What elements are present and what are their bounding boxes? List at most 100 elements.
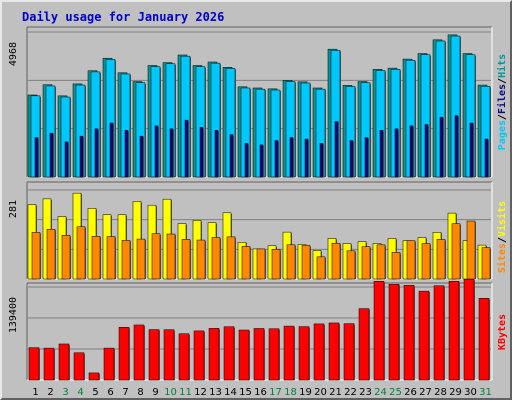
pages-bar	[169, 128, 174, 178]
sites-bar	[226, 236, 236, 280]
sites-bar	[346, 250, 356, 280]
sites-bar	[106, 236, 116, 280]
kbytes-bar	[178, 333, 190, 381]
pages-bar	[334, 121, 339, 178]
pages-bar	[124, 130, 129, 178]
kbytes-bar	[193, 330, 205, 381]
sites-bar	[271, 248, 281, 280]
pages-bar	[214, 130, 219, 178]
day-label: 21	[329, 387, 342, 398]
day-axis-labels: 1 2 3 4 5 6 7 8 9 10 11 12 13 14 15 16 17 18 19 20 21 22 23 24 2…	[32, 387, 492, 398]
pages-bar	[394, 128, 399, 178]
sites-bar	[181, 239, 191, 280]
pages-bar	[34, 137, 39, 178]
day-label: 17	[269, 387, 282, 398]
sites-bar	[421, 243, 431, 280]
sites-bar	[331, 242, 341, 280]
kbytes-bar	[373, 281, 385, 381]
pages-bar	[259, 144, 264, 178]
pages-bar	[49, 132, 54, 178]
kbytes-bar	[253, 328, 265, 381]
pages-bar	[319, 143, 324, 178]
kbytes-bar	[478, 298, 490, 381]
y-axis-max-label: 281	[8, 200, 19, 218]
kbytes-bar	[343, 323, 355, 381]
sites-bar	[391, 252, 401, 280]
day-label: 14	[224, 387, 237, 398]
legend-kbytes: KBytes	[497, 314, 508, 350]
pages-bar	[274, 140, 279, 178]
day-label: 22	[344, 387, 357, 398]
sites-bar	[406, 240, 416, 280]
sites-bar	[241, 246, 251, 280]
kbytes-bar	[73, 352, 85, 381]
kbytes-bar	[88, 372, 100, 381]
kbytes-bar	[58, 343, 70, 381]
hits-files-pages-panel: 4968 Pages/Files/Hits	[8, 26, 508, 178]
kbytes-bar	[403, 285, 415, 381]
day-label: 18	[284, 387, 297, 398]
kbytes-bar	[328, 322, 340, 381]
day-label: 4	[77, 387, 83, 398]
kbytes-bar	[208, 328, 220, 381]
day-label: 7	[122, 387, 128, 398]
kbytes-bar	[163, 329, 175, 381]
pages-bar	[439, 116, 444, 178]
day-label: 1	[32, 387, 38, 398]
sites-bar	[151, 233, 161, 280]
sites-bar	[31, 232, 41, 280]
day-label: 11	[179, 387, 192, 398]
day-label: 31	[479, 387, 492, 398]
kbytes-bar	[418, 290, 430, 381]
kbytes-bar	[28, 347, 40, 381]
sites-bar	[481, 247, 491, 280]
series-legend: Pages/Files/Hits	[496, 54, 508, 150]
kbytes-bar	[118, 327, 130, 381]
pages-bar	[199, 127, 204, 178]
legend-visits: Visits	[496, 201, 508, 237]
legend-files: Files	[496, 84, 508, 114]
sites-bar	[136, 238, 146, 280]
kbytes-bar	[358, 308, 370, 381]
kbytes-bar	[283, 325, 295, 381]
sites-bar	[436, 239, 446, 280]
pages-bar	[304, 138, 309, 178]
sites-bar	[361, 246, 371, 280]
sites-bar	[211, 237, 221, 280]
kbytes-bar	[43, 347, 55, 381]
day-label: 30	[464, 387, 477, 398]
y-axis-max-label: 139400	[8, 297, 19, 333]
kbytes-bar	[103, 347, 115, 381]
pages-bar	[139, 135, 144, 178]
y-axis-max-label: 4968	[8, 42, 19, 66]
legend-pages: Pages	[497, 120, 508, 150]
kbytes-panel: 139400 KBytes	[8, 279, 508, 381]
day-label: 6	[107, 387, 113, 398]
day-label: 29	[449, 387, 462, 398]
sites-bar	[121, 240, 131, 280]
day-label: 25	[389, 387, 402, 398]
day-label: 8	[137, 387, 143, 398]
day-label: 10	[164, 387, 177, 398]
kbytes-bar	[388, 284, 400, 381]
day-label: 2	[47, 387, 53, 398]
day-label: 28	[434, 387, 447, 398]
kbytes-bar	[463, 279, 475, 381]
day-label: 23	[359, 387, 372, 398]
sites-bar	[61, 235, 71, 280]
sites-bar	[46, 229, 56, 280]
sites-bar	[256, 248, 266, 280]
day-label: 12	[194, 387, 207, 398]
pages-bar	[349, 140, 354, 178]
kbytes-bar	[448, 281, 460, 381]
pages-bar	[109, 122, 114, 178]
day-label: 27	[419, 387, 432, 398]
legend-hits: Hits	[496, 54, 508, 78]
sites-bar	[166, 233, 176, 280]
day-label: 24	[374, 387, 387, 398]
day-label: 19	[299, 387, 312, 398]
sites-bar	[196, 239, 206, 280]
pages-bar	[424, 124, 429, 178]
day-label: 15	[239, 387, 252, 398]
sites-bar	[301, 245, 311, 280]
